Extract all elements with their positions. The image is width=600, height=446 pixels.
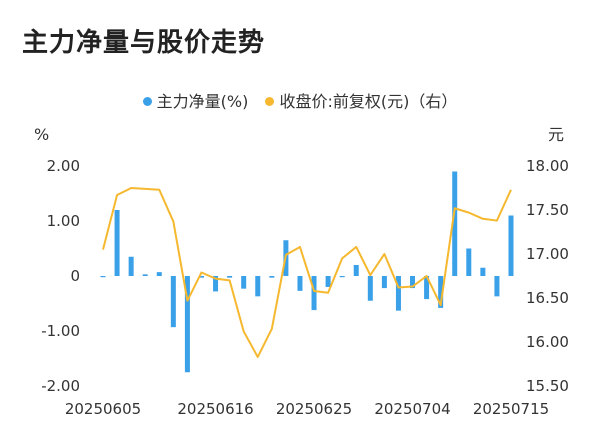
bar-mark: [184, 276, 190, 373]
right-tick-label: 16.00: [526, 333, 569, 351]
left-axis-unit: %: [34, 125, 49, 144]
bar-mark: [170, 276, 176, 328]
bar-mark: [128, 256, 134, 276]
left-tick-label: -1.00: [41, 322, 80, 340]
x-tick-label: 20250715: [473, 400, 549, 418]
bar-mark: [438, 276, 444, 308]
left-axis-ticks: 2.00 1.00 0 -1.00 -2.00: [41, 157, 80, 395]
right-tick-label: 15.50: [526, 377, 569, 395]
right-axis-ticks: 18.00 17.50 17.00 16.50 16.00 15.50: [526, 157, 569, 395]
right-axis-unit: 元: [548, 125, 564, 144]
bar-mark: [339, 276, 345, 278]
bar-mark: [198, 276, 204, 278]
bar-mark: [480, 267, 486, 276]
left-tick-label: 2.00: [47, 157, 80, 175]
bar-mark: [353, 265, 359, 276]
line-series: [102, 187, 512, 358]
x-tick-label: 20250605: [65, 400, 141, 418]
bar-mark: [255, 276, 261, 297]
bar-mark: [508, 215, 514, 276]
legend-bar-marker: [142, 97, 152, 106]
bar-mark: [114, 210, 120, 276]
legend-line-label: 收盘价:前复权(元)（右）: [279, 92, 458, 111]
right-tick-label: 17.50: [526, 201, 569, 219]
left-tick-label: 0: [70, 267, 80, 285]
chart-title: 主力净量与股价走势: [22, 28, 266, 58]
bar-mark: [100, 276, 106, 278]
bar-mark: [142, 274, 148, 276]
bar-mark: [156, 272, 162, 276]
bar-mark: [381, 276, 387, 289]
x-axis-ticks: 20250605 20250616 20250625 20250704 20250715: [65, 400, 549, 418]
left-tick-label: 1.00: [47, 212, 80, 230]
bar-mark: [452, 171, 458, 276]
bar-mark: [213, 276, 219, 292]
bar-mark: [269, 276, 275, 278]
legend-item-bar[interactable]: 主力净量(%): [142, 88, 249, 112]
x-tick-label: 20250616: [177, 400, 253, 418]
bar-mark: [466, 248, 472, 276]
bar-series: [100, 171, 514, 373]
bar-mark: [367, 276, 373, 301]
legend-item-line[interactable]: 收盘价:前复权(元)（右）: [265, 88, 457, 112]
bar-mark: [241, 276, 247, 289]
price-line: [102, 187, 512, 358]
right-tick-label: 17.00: [526, 245, 569, 263]
bar-mark: [297, 276, 303, 291]
bar-mark: [325, 276, 331, 287]
legend-bar-label: 主力净量(%): [156, 92, 249, 111]
bar-mark: [395, 276, 401, 311]
bar-mark: [494, 276, 500, 297]
right-tick-label: 16.50: [526, 289, 569, 307]
bar-mark: [410, 276, 416, 289]
bar-mark: [227, 276, 233, 278]
left-tick-label: -2.00: [41, 377, 80, 395]
legend-line-marker: [265, 97, 275, 106]
x-tick-label: 20250625: [276, 400, 352, 418]
bar-mark: [311, 276, 317, 311]
bar-mark: [424, 276, 430, 300]
legend: 主力净量(%) 收盘价:前复权(元)（右）: [0, 88, 600, 112]
right-tick-label: 18.00: [526, 157, 569, 175]
x-tick-label: 20250704: [374, 400, 450, 418]
